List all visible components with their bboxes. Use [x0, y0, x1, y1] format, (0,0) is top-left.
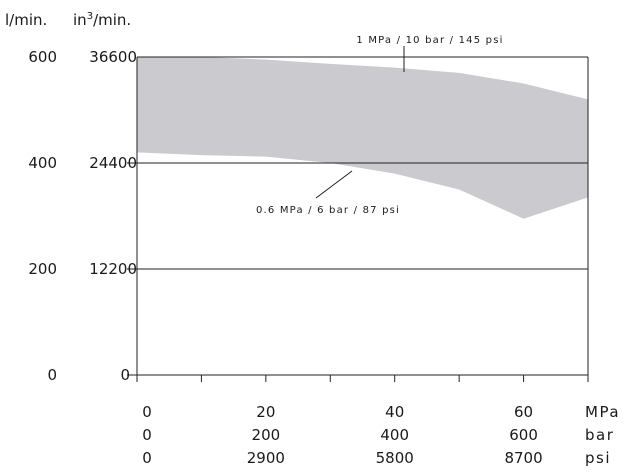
- y-tick-label-primary: 600: [28, 48, 57, 66]
- x-tick-label: 20: [256, 403, 275, 421]
- x-unit-label: psi: [585, 449, 611, 467]
- y-unit-secondary-base: in: [73, 11, 87, 29]
- x-tick-label: 0: [142, 403, 152, 421]
- x-tick-label: 0: [142, 449, 152, 467]
- lower-curve-label: 0.6 MPa / 6 bar / 87 psi: [256, 205, 400, 216]
- y-unit-secondary: in3/min.: [73, 11, 131, 29]
- x-tick-label: 5800: [376, 449, 414, 467]
- x-tick-label: 60: [514, 403, 533, 421]
- y-tick-label-secondary: 36600: [89, 48, 137, 66]
- y-tick-label-secondary: 24400: [89, 154, 137, 172]
- y-unit-secondary-suffix: /min.: [93, 11, 131, 29]
- flow-band: [137, 57, 588, 219]
- upper-curve-label: 1 MPa / 10 bar / 145 psi: [356, 35, 503, 46]
- x-tick-label: 0: [142, 426, 152, 444]
- x-tick-label: 400: [380, 426, 409, 444]
- x-tick-label: 8700: [504, 449, 542, 467]
- x-tick-label: 200: [252, 426, 281, 444]
- x-tick-label: 600: [509, 426, 538, 444]
- x-tick-label: 2900: [247, 449, 285, 467]
- x-unit-label: MPa: [585, 403, 620, 421]
- axis-layer: [127, 57, 589, 382]
- x-unit-label: bar: [585, 426, 614, 444]
- y-tick-label-primary: 0: [47, 366, 57, 384]
- y-unit-primary: l/min.: [5, 11, 47, 29]
- y-tick-label-secondary: 12200: [89, 260, 137, 278]
- flow-band-layer: [137, 57, 588, 219]
- y-tick-label-primary: 200: [28, 260, 57, 278]
- y-tick-label-secondary: 0: [120, 366, 130, 384]
- y-tick-label-primary: 400: [28, 154, 57, 172]
- grid-layer: [127, 56, 588, 270]
- y-unit-secondary-sup: 3: [87, 11, 93, 22]
- annotation-layer: 1 MPa / 10 bar / 145 psi 0.6 MPa / 6 bar …: [256, 35, 503, 216]
- x-tick-label: 40: [385, 403, 404, 421]
- lower-curve-leader: [315, 170, 353, 199]
